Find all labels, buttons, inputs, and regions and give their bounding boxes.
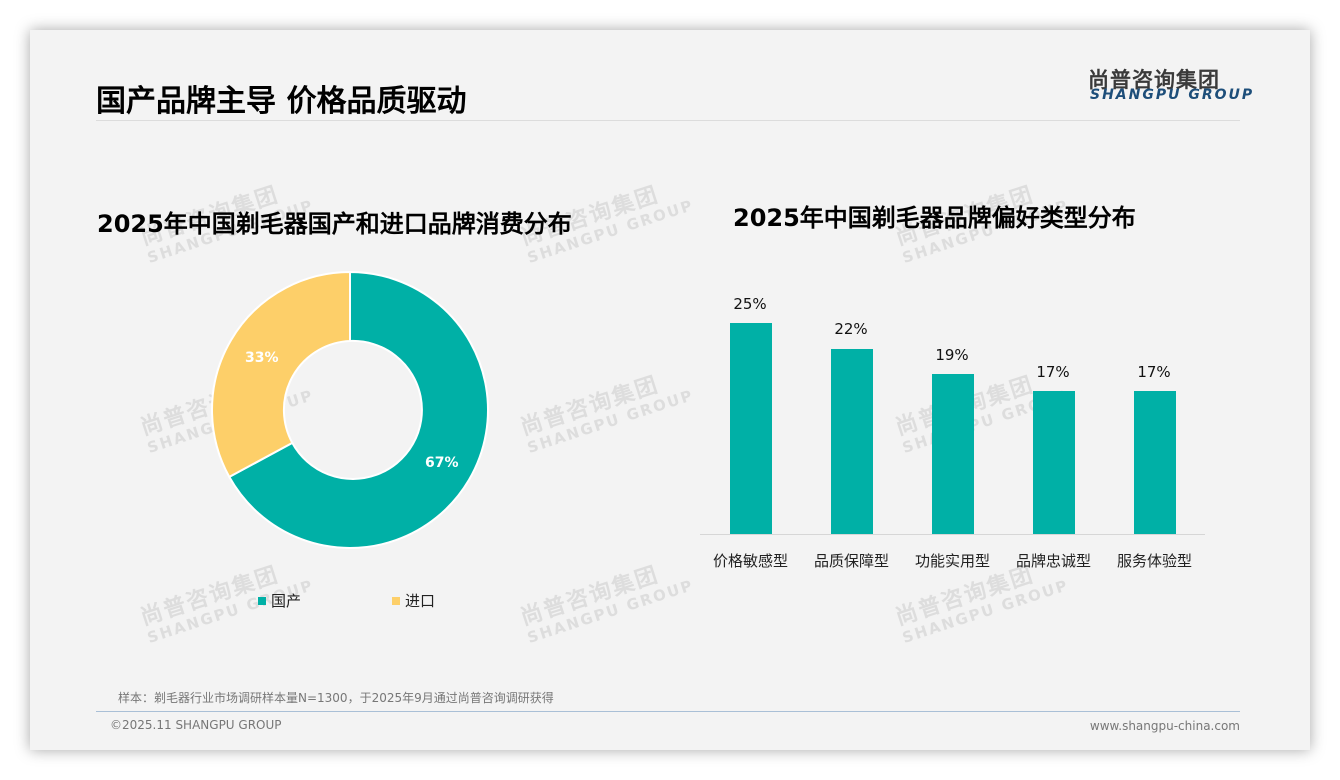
legend-swatch-teal xyxy=(258,596,266,605)
x-axis-line xyxy=(700,534,1205,535)
category-label: 品质保障型 xyxy=(813,552,889,570)
category-label: 价格敏感型 xyxy=(712,552,788,570)
bar-value-label: 19% xyxy=(935,346,969,364)
donut-chart: 67% 33% xyxy=(210,270,490,550)
page-title: 国产品牌主导 价格品质驱动 xyxy=(96,84,467,119)
slide: 国产品牌主导 价格品质驱动 尚普咨询集团 SHANGPU GROUP 尚普咨询集… xyxy=(30,30,1310,750)
website-link[interactable]: www.shangpu-china.com xyxy=(1089,719,1240,733)
title-divider xyxy=(96,120,1240,121)
footer-divider xyxy=(96,711,1240,712)
bar-service-experience xyxy=(1134,391,1176,535)
bar-price-sensitive xyxy=(730,323,772,535)
donut-slice-import xyxy=(211,270,351,479)
bar-chart xyxy=(700,280,1205,535)
legend-item-import: 进口 xyxy=(392,590,435,611)
slice-label-domestic: 67% xyxy=(425,455,459,471)
category-label: 功能实用型 xyxy=(914,552,990,570)
bar-brand-loyal xyxy=(1033,391,1075,535)
bar-chart-title: 2025年中国剃毛器品牌偏好类型分布 xyxy=(733,204,1136,232)
legend-swatch-yellow xyxy=(392,596,400,605)
bar-value-label: 17% xyxy=(1137,363,1171,381)
logo-english: SHANGPU GROUP xyxy=(1090,87,1255,103)
logo-chinese: 尚普咨询集团 xyxy=(1088,68,1220,92)
bar-functional xyxy=(932,374,974,535)
sample-note: 样本：剃毛器行业市场调研样本量N=1300，于2025年9月通过尚普咨询调研获得 xyxy=(118,691,554,705)
bar-quality-assurance xyxy=(831,349,873,535)
donut-chart-title: 2025年中国剃毛器国产和进口品牌消费分布 xyxy=(97,210,572,238)
bar-value-label: 25% xyxy=(733,295,767,313)
legend-item-domestic: 国产 xyxy=(258,590,301,611)
legend-label: 进口 xyxy=(405,592,436,610)
bar-value-label: 17% xyxy=(1036,363,1070,381)
category-label: 服务体验型 xyxy=(1116,552,1192,570)
bar-value-label: 22% xyxy=(834,320,868,338)
legend-label: 国产 xyxy=(271,592,302,610)
slice-label-import: 33% xyxy=(245,350,279,366)
category-label: 品牌忠诚型 xyxy=(1015,552,1091,570)
copyright: ©2025.11 SHANGPU GROUP xyxy=(110,718,282,732)
donut-slice-domestic xyxy=(227,270,489,549)
